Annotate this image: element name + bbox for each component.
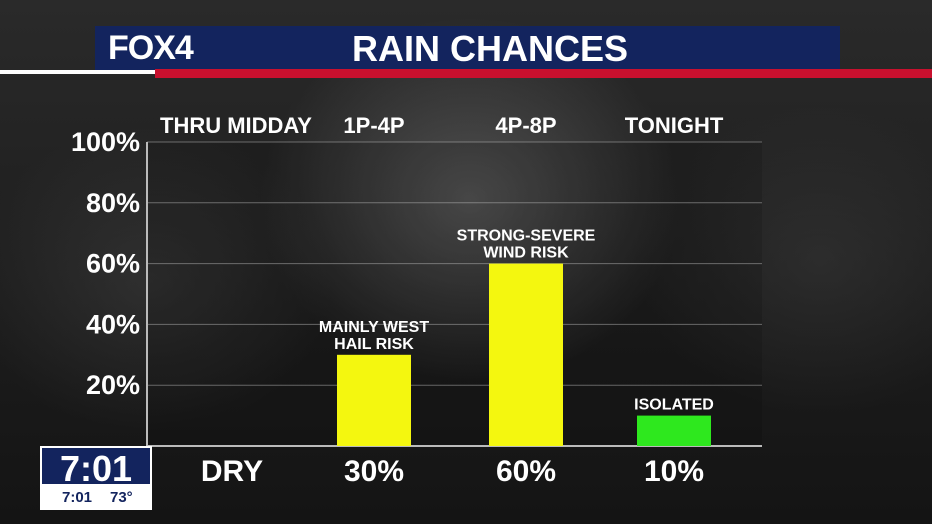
category-label: THRU MIDDAY bbox=[160, 113, 312, 138]
header-white-stripe bbox=[0, 70, 160, 74]
y-tick-label: 80% bbox=[86, 188, 140, 218]
header-red-stripe bbox=[155, 69, 932, 78]
value-label: 30% bbox=[344, 455, 404, 488]
y-tick-label: 40% bbox=[86, 309, 140, 339]
category-label: 1P-4P bbox=[343, 113, 404, 138]
bar bbox=[337, 354, 411, 446]
clock-small-time: 7:01 bbox=[62, 489, 93, 506]
bar-annotation: WIND RISK bbox=[483, 245, 569, 262]
plot-area bbox=[147, 142, 762, 446]
value-label: 60% bbox=[496, 455, 556, 488]
bar-annotation: ISOLATED bbox=[634, 397, 714, 414]
value-label: DRY bbox=[201, 455, 263, 488]
value-label: 10% bbox=[644, 455, 704, 488]
category-label: TONIGHT bbox=[625, 113, 724, 138]
fox4-logo: FOX4 bbox=[108, 29, 194, 67]
header-bar bbox=[95, 26, 840, 70]
y-tick-label: 60% bbox=[86, 249, 140, 279]
y-tick-label: 100% bbox=[71, 127, 140, 157]
y-tick-label: 20% bbox=[86, 370, 140, 400]
bar-annotation: MAINLY WEST bbox=[319, 319, 429, 336]
category-label: 4P-8P bbox=[495, 113, 556, 138]
bar-annotation: STRONG-SEVERE bbox=[457, 228, 596, 245]
bar bbox=[637, 415, 711, 446]
page-title: RAIN CHANCES bbox=[351, 28, 628, 69]
temperature: 73° bbox=[110, 489, 133, 506]
clock-time: 7:01 bbox=[40, 446, 152, 489]
bar-annotation: HAIL RISK bbox=[334, 336, 414, 353]
bar bbox=[489, 263, 563, 446]
clock-strip: 7:01 73° bbox=[40, 486, 152, 510]
